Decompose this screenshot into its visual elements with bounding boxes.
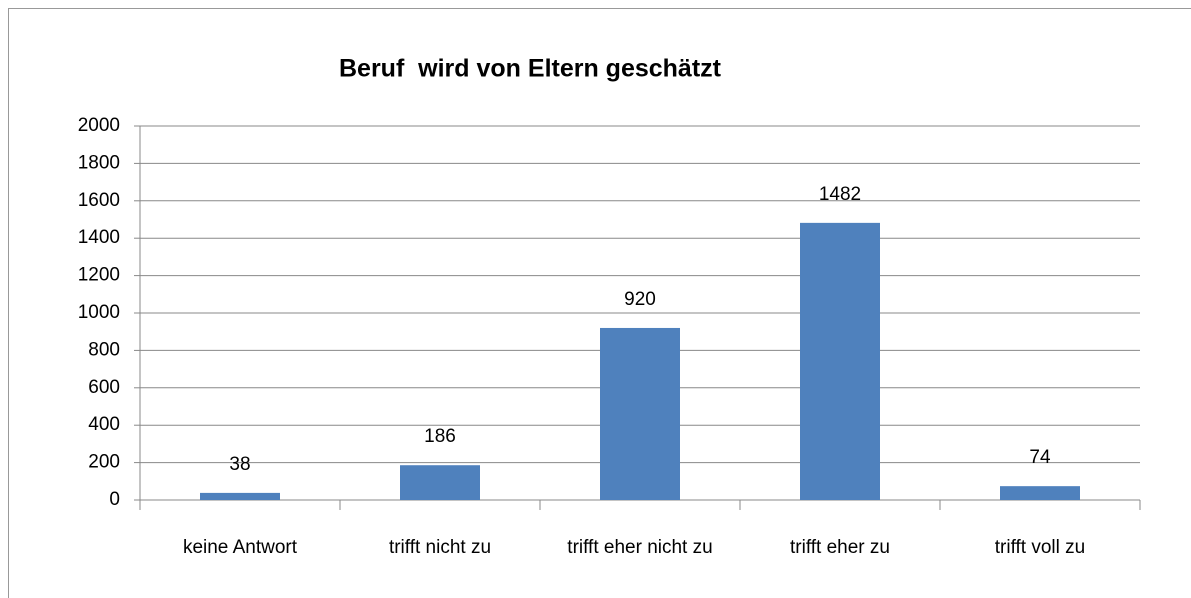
y-tick-label: 0 [109,489,120,510]
y-tick-label: 400 [88,414,120,435]
x-tick-label: trifft nicht zu [389,537,491,558]
bar [600,327,680,500]
bar [400,465,480,500]
y-tick-label: 1600 [78,190,120,211]
x-tick-label: trifft eher zu [790,537,890,558]
bar [1000,486,1080,500]
y-tick-label: 1800 [78,152,120,173]
data-label: 920 [624,289,656,310]
y-tick-label: 1000 [78,302,120,323]
x-tick-label: keine Antwort [183,537,298,558]
x-tick-label: trifft eher nicht zu [567,537,712,558]
chart-title: Beruf wird von Eltern geschätzt [339,55,722,83]
y-tick-label: 2000 [78,115,120,136]
x-tick-label: trifft voll zu [995,537,1085,558]
data-label: 1482 [819,184,861,205]
y-tick-label: 600 [88,377,120,398]
bar [200,492,280,500]
y-tick-label: 1200 [78,265,120,286]
bar [800,222,880,500]
data-label: 186 [424,426,456,447]
y-tick-label: 800 [88,339,120,360]
data-label: 38 [229,454,250,475]
chart-frame [8,8,1191,598]
y-tick-label: 200 [88,452,120,473]
y-tick-label: 1400 [78,227,120,248]
data-label: 74 [1029,447,1051,468]
